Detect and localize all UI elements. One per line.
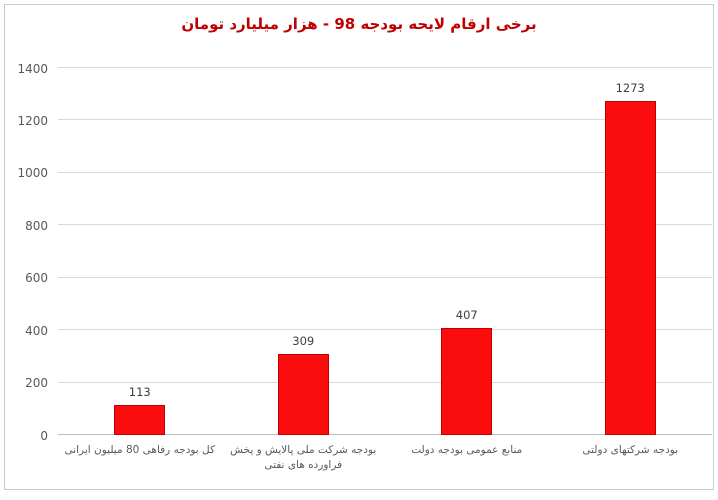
y-tick-label: 0 — [40, 428, 48, 443]
x-axis-line — [58, 434, 712, 435]
y-tick-label: 600 — [25, 271, 48, 286]
y-tick-label: 1400 — [17, 61, 48, 76]
chart-title: برخی ارقام لایحه بودجه 98 - هزار میلیارد… — [181, 15, 537, 33]
gridline — [58, 276, 712, 278]
y-tick-label: 1200 — [17, 113, 48, 128]
plot-area: 0 200 400 600 800 1000 1200 1400 113 309 407 1273 کل… — [17, 63, 712, 471]
bar-value-label: 309 — [292, 333, 315, 348]
y-tick-label: 800 — [25, 218, 48, 233]
y-tick-label: 200 — [25, 376, 48, 391]
gridline — [58, 171, 712, 173]
y-tick-label: 1000 — [17, 166, 48, 181]
bar — [114, 405, 166, 435]
gridline — [58, 329, 712, 331]
gridline — [58, 224, 712, 226]
bar-value-label: 113 — [128, 384, 151, 399]
bar — [277, 354, 329, 435]
x-category-label: بودجه شرکت ملی پالایش و پخش فراورده های … — [230, 444, 377, 472]
bar-value-label: 1273 — [615, 80, 645, 95]
bar — [441, 328, 493, 435]
gridline — [58, 381, 712, 383]
gridline — [58, 119, 712, 121]
bar — [604, 101, 656, 435]
x-category-label: کل بودجه رفاهی 80 میلیون ایرانی — [64, 444, 216, 456]
x-category-label: منابع عمومی بودجه دولت — [411, 444, 523, 456]
gridline — [58, 67, 712, 68]
x-category-label: بودجه شرکتهای دولتی — [582, 444, 679, 456]
y-tick-label: 400 — [25, 323, 48, 338]
bar-value-label: 407 — [455, 307, 478, 322]
